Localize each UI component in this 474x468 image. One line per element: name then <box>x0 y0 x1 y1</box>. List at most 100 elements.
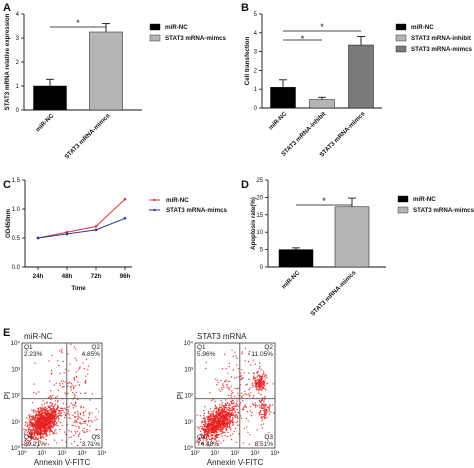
flow-event-dot <box>254 386 256 388</box>
flow-event-dot <box>221 387 223 389</box>
flow-event-dot <box>214 400 216 402</box>
flow-event-dot <box>26 417 28 419</box>
flow-event-dot <box>73 377 76 379</box>
flow-plot-title: STAT3 mRNA <box>197 332 247 341</box>
flow-event-dot <box>230 394 232 397</box>
flow-event-dot <box>61 352 63 354</box>
chart-c-series-line <box>37 217 126 239</box>
flow-event-dot <box>224 431 226 433</box>
flow-event-dot <box>52 413 54 415</box>
flow-event-dot <box>45 409 47 411</box>
flow-event-dot <box>225 415 228 418</box>
flow-event-dot <box>260 380 262 382</box>
flow-event-dot <box>55 413 58 416</box>
flow-event-dot <box>254 377 256 379</box>
flow-event-dot <box>222 424 224 427</box>
flow-event-dot <box>86 424 89 426</box>
flow-event-dot <box>87 365 90 367</box>
flow-event-dot <box>58 417 60 419</box>
flow-event-dot <box>36 410 38 412</box>
flow-event-dot <box>261 378 263 381</box>
flow-event-dot <box>242 442 244 444</box>
flow-event-dot <box>198 426 200 429</box>
flow-event-dot <box>225 423 227 425</box>
flow-event-dot <box>63 372 65 374</box>
flow-plot-frame <box>21 342 103 449</box>
flow-event-dot <box>79 413 82 416</box>
flow-event-dot <box>74 396 76 398</box>
flow-event-dot <box>217 416 219 418</box>
flow-event-dot <box>48 413 50 416</box>
flow-event-dot <box>44 416 46 418</box>
flow-event-dot <box>260 405 262 407</box>
flow-event-dot <box>204 431 206 433</box>
flow-event-dot <box>73 434 75 437</box>
flow-event-dot <box>212 411 215 413</box>
flow-event-dot <box>237 367 240 370</box>
flow-event-dot <box>87 373 89 375</box>
chart-a-significance-star: * <box>76 18 80 28</box>
flow-event-dot <box>75 391 77 394</box>
flow-event-dot <box>223 417 226 419</box>
flow-event-dot <box>76 430 79 433</box>
flow-q4-value: 89.21% <box>24 441 46 448</box>
flow-event-dot <box>271 404 274 406</box>
flow-event-dot <box>78 367 81 369</box>
flow-plot-title: miR-NC <box>24 332 53 341</box>
flow-event-dot <box>33 421 36 424</box>
flow-event-dot <box>206 440 208 443</box>
flow-event-dot <box>56 408 58 410</box>
flow-event-dot <box>268 408 270 410</box>
flow-event-dot <box>31 409 33 411</box>
flow-event-dot <box>217 414 220 417</box>
flow-event-dot <box>229 413 231 415</box>
flow-event-dot <box>28 441 31 443</box>
flow-event-dot <box>210 440 213 442</box>
flow-event-dot <box>57 412 60 414</box>
chart-b-legend-label: STAT3 mRNA-mimcs <box>411 46 473 53</box>
flow-event-dot <box>233 407 236 409</box>
flow-event-dot <box>69 381 71 384</box>
flow-event-dot <box>55 432 57 434</box>
flow-event-dot <box>28 436 30 438</box>
flow-event-dot <box>259 381 262 383</box>
flow-xtick-label: 10² <box>231 451 240 457</box>
flow-event-dot <box>90 419 92 422</box>
flow-event-dot <box>200 433 202 436</box>
chart-d-legend-swatch <box>397 195 409 203</box>
flow-event-dot <box>226 429 228 431</box>
flow-event-dot <box>54 413 56 415</box>
flow-event-dot <box>54 404 56 406</box>
flow-event-dot <box>224 404 226 407</box>
flow-event-dot <box>87 368 89 371</box>
flow-event-dot <box>214 404 216 407</box>
flow-event-dot <box>58 414 60 417</box>
flow-event-dot <box>266 416 268 419</box>
chart-d-legend-label: STAT3 mRNA-mimcs <box>413 207 474 214</box>
flow-event-dot <box>230 393 233 395</box>
flow-event-dot <box>83 367 86 370</box>
flow-event-dot <box>255 384 257 387</box>
flow-event-dot <box>51 405 53 407</box>
flow-event-dot <box>45 406 47 408</box>
flow-event-dot <box>28 433 31 435</box>
flow-event-dot <box>74 402 77 405</box>
flow-event-dot <box>255 379 257 382</box>
flow-event-dot <box>75 425 77 428</box>
flow-event-dot <box>222 384 224 387</box>
flow-event-dot <box>25 440 27 442</box>
flow-event-dot <box>53 420 55 422</box>
flow-event-dot <box>203 421 206 424</box>
flow-event-dot <box>263 403 265 405</box>
flow-event-dot <box>69 417 71 420</box>
flow-event-dot <box>249 387 251 389</box>
flow-event-dot <box>263 415 265 418</box>
flow-event-dot <box>215 433 217 435</box>
flow-event-dot <box>96 418 98 421</box>
flow-event-dot <box>72 424 75 427</box>
flow-event-dot <box>217 407 219 410</box>
flow-event-dot <box>51 416 53 418</box>
flow-event-dot <box>256 429 258 431</box>
flow-event-dot <box>262 397 264 399</box>
flow-event-dot <box>224 434 226 436</box>
